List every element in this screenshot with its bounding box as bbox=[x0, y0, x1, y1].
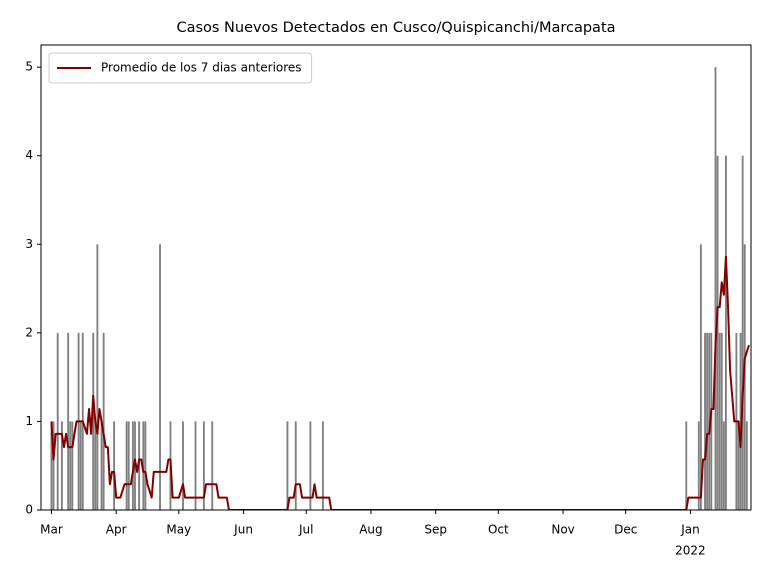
x-tick-label: Apr bbox=[106, 523, 127, 537]
bar bbox=[96, 244, 99, 510]
bar bbox=[294, 421, 297, 510]
bar bbox=[67, 332, 70, 510]
bar bbox=[56, 332, 59, 510]
bar bbox=[52, 421, 55, 510]
bar bbox=[142, 421, 145, 510]
bar bbox=[737, 421, 740, 510]
bar bbox=[79, 421, 82, 510]
bar bbox=[92, 332, 95, 510]
bar bbox=[710, 332, 713, 510]
x-tick-label: Nov bbox=[551, 523, 574, 537]
x-year-label: 2022 bbox=[675, 544, 706, 558]
bar bbox=[159, 244, 161, 510]
bar bbox=[716, 155, 719, 510]
x-tick-label: Mar bbox=[40, 523, 63, 537]
chart-title: Casos Nuevos Detectados en Cusco/Quispic… bbox=[176, 20, 615, 36]
bar bbox=[699, 244, 702, 510]
bar bbox=[706, 332, 709, 510]
plot-frame bbox=[40, 44, 752, 511]
bar bbox=[71, 421, 74, 510]
x-tick-label: Sep bbox=[424, 523, 447, 537]
legend-label: Promedio de los 7 dias anteriores bbox=[101, 61, 302, 75]
plot-area bbox=[50, 67, 750, 510]
bar bbox=[714, 67, 717, 510]
bar bbox=[211, 421, 214, 510]
y-tick-label: 0 bbox=[25, 503, 33, 517]
x-tick-label: Jul bbox=[298, 523, 313, 537]
bar bbox=[718, 332, 721, 510]
average-line bbox=[50, 255, 750, 510]
x-tick-label: May bbox=[166, 523, 191, 537]
bar bbox=[725, 155, 727, 510]
y-tick-label: 4 bbox=[25, 148, 33, 162]
y-tick-label: 2 bbox=[25, 325, 33, 339]
x-tick-label: Oct bbox=[488, 523, 509, 537]
bar bbox=[704, 332, 706, 510]
bar bbox=[194, 421, 197, 510]
y-tick-label: 5 bbox=[25, 60, 33, 74]
bar bbox=[127, 421, 130, 510]
bar bbox=[60, 421, 63, 510]
bar bbox=[102, 332, 105, 510]
bar bbox=[69, 421, 72, 510]
bar bbox=[134, 421, 136, 510]
bar bbox=[131, 421, 134, 510]
bar bbox=[697, 421, 700, 510]
bar bbox=[722, 421, 725, 510]
bar bbox=[182, 421, 184, 510]
bar bbox=[286, 421, 289, 510]
bar bbox=[741, 155, 744, 510]
bar bbox=[202, 421, 205, 510]
x-tick-label: Jan bbox=[680, 523, 700, 537]
x-tick-label: Jun bbox=[233, 523, 253, 537]
bar bbox=[138, 421, 141, 510]
bar bbox=[94, 421, 97, 510]
bar bbox=[720, 332, 723, 510]
legend-box bbox=[48, 52, 313, 84]
y-tick-label: 1 bbox=[25, 414, 33, 428]
bar bbox=[743, 244, 746, 510]
x-tick-label: Dec bbox=[614, 523, 637, 537]
bar bbox=[50, 421, 53, 510]
bar bbox=[144, 421, 147, 510]
bar bbox=[125, 421, 128, 510]
y-tick-label: 3 bbox=[25, 237, 33, 251]
bar bbox=[708, 332, 711, 510]
bar bbox=[100, 421, 103, 510]
bar bbox=[309, 421, 312, 510]
bar bbox=[745, 421, 748, 510]
bar bbox=[685, 421, 688, 510]
x-tick-label: Aug bbox=[359, 523, 382, 537]
bar bbox=[739, 332, 742, 510]
bar bbox=[113, 421, 116, 510]
bar bbox=[321, 421, 324, 510]
